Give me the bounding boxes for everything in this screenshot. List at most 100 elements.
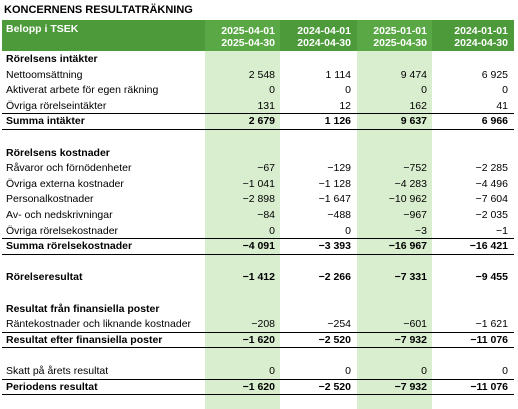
cell-value: −1 621 <box>475 318 508 331</box>
cell-value: −4 283 <box>394 177 427 190</box>
rule <box>2 129 514 130</box>
cell-value: 0 <box>421 84 427 97</box>
row-label: Personalkostnader <box>6 193 94 206</box>
rule <box>2 347 514 349</box>
cell-value: −1 647 <box>318 193 351 206</box>
cell-value: 0 <box>502 84 508 97</box>
cell-value: −2 285 <box>475 162 508 175</box>
row-label: Aktiverat arbete för egen räkning <box>6 84 159 97</box>
cell-value: −1 412 <box>242 271 275 284</box>
row-label: Rörelsens intäkter <box>6 53 98 65</box>
cell-value: −2 520 <box>318 380 351 393</box>
rule <box>2 394 514 396</box>
cell-value: 41 <box>496 99 508 112</box>
rule <box>2 378 514 380</box>
cell-value: −7 932 <box>394 333 427 346</box>
cell-value: 2 679 <box>248 115 275 128</box>
cell-value: −2 035 <box>475 209 508 221</box>
row-label: Summa intäkter <box>6 115 85 128</box>
cell-value: 1 126 <box>324 115 351 128</box>
rule <box>2 113 514 115</box>
row-label: Räntekostnader och liknande kostnader <box>6 318 192 331</box>
row-label: Rörelsens kostnader <box>6 146 110 159</box>
cell-value: −84 <box>257 209 275 221</box>
header-highlight <box>205 20 280 51</box>
row-label: Resultat från finansiella poster <box>6 302 160 315</box>
cell-value: −1 620 <box>242 380 275 393</box>
cell-value: −10 962 <box>388 193 427 206</box>
cell-value: 6 925 <box>481 68 508 81</box>
cell-value: −7 932 <box>394 380 427 393</box>
cell-value: 6 966 <box>481 115 508 128</box>
cell-value: −16 967 <box>388 240 427 253</box>
header-label: Belopp i TSEK <box>6 23 79 35</box>
cell-value: 0 <box>269 365 275 377</box>
cell-value: 9 637 <box>400 115 427 128</box>
cell-value: −1 041 <box>242 177 275 190</box>
cell-value: −1 <box>496 224 508 237</box>
cell-value: −11 076 <box>470 333 508 346</box>
cell-value: 0 <box>269 84 275 97</box>
row-label: Summa rörelsekostnader <box>6 240 133 253</box>
cell-value: −488 <box>327 209 351 221</box>
cell-value: −16 421 <box>469 240 508 253</box>
header-date: 2025-04-01 <box>221 25 275 37</box>
header-date: 2024-04-30 <box>454 37 508 49</box>
cell-value: −67 <box>257 162 275 175</box>
cell-value: 1 114 <box>325 68 352 81</box>
cell-value: −601 <box>403 318 427 331</box>
cell-value: 162 <box>409 99 427 112</box>
header-date: 2025-04-30 <box>373 37 427 49</box>
cell-value: −1 128 <box>318 177 351 190</box>
header-date: 2024-01-01 <box>454 25 508 37</box>
cell-value: −7 604 <box>475 193 508 206</box>
row-label: Av- och nedskrivningar <box>6 209 113 221</box>
column-highlight <box>205 20 280 409</box>
cell-value: −2 266 <box>318 271 351 284</box>
cell-value: −208 <box>251 318 275 331</box>
cell-value: −11 076 <box>470 380 508 393</box>
row-label: Övriga rörelseintäkter <box>6 99 107 112</box>
row-label: Råvaror och förnödenheter <box>6 162 132 175</box>
rule <box>2 238 514 240</box>
cell-value: −254 <box>327 318 351 331</box>
cell-value: −967 <box>403 209 427 221</box>
cell-value: 131 <box>257 99 275 112</box>
row-label: Periodens resultat <box>6 380 98 393</box>
cell-value: 0 <box>345 224 351 237</box>
header-highlight <box>357 20 432 51</box>
title: KONCERNENS RESULTATRÄKNING <box>4 4 193 16</box>
cell-value: −2 520 <box>318 333 351 346</box>
row-label: Övriga externa kostnader <box>6 177 124 190</box>
row-label: Nettoomsättning <box>6 68 83 81</box>
cell-value: −752 <box>403 162 427 175</box>
header-date: 2025-01-01 <box>373 25 427 37</box>
row-label: Övriga rörelsekostnader <box>6 224 119 237</box>
row-label: Resultat efter finansiella poster <box>6 333 163 346</box>
cell-value: 9 474 <box>400 68 427 81</box>
cell-value: −9 455 <box>475 271 508 284</box>
cell-value: 0 <box>345 365 351 377</box>
row-label: Skatt på årets resultat <box>6 365 109 377</box>
cell-value: −4 091 <box>242 240 275 253</box>
header-date: 2024-04-01 <box>297 25 351 37</box>
cell-value: −2 898 <box>242 193 275 206</box>
cell-value: −129 <box>327 162 351 175</box>
cell-value: −4 496 <box>475 177 508 190</box>
cell-value: −7 331 <box>394 271 427 284</box>
cell-value: −3 <box>415 224 427 237</box>
header-date: 2024-04-30 <box>297 37 351 49</box>
row-label: Rörelseresultat <box>6 271 83 284</box>
header-date: 2025-04-30 <box>221 37 275 49</box>
cell-value: 0 <box>269 224 275 237</box>
cell-value: 0 <box>345 84 351 97</box>
cell-value: −1 620 <box>242 333 275 346</box>
cell-value: −3 393 <box>318 240 351 253</box>
rule <box>2 253 514 255</box>
cell-value: 0 <box>502 365 508 377</box>
rule <box>2 331 514 333</box>
cell-value: 2 548 <box>248 68 275 81</box>
column-highlight <box>357 20 432 409</box>
cell-value: 12 <box>339 99 351 112</box>
